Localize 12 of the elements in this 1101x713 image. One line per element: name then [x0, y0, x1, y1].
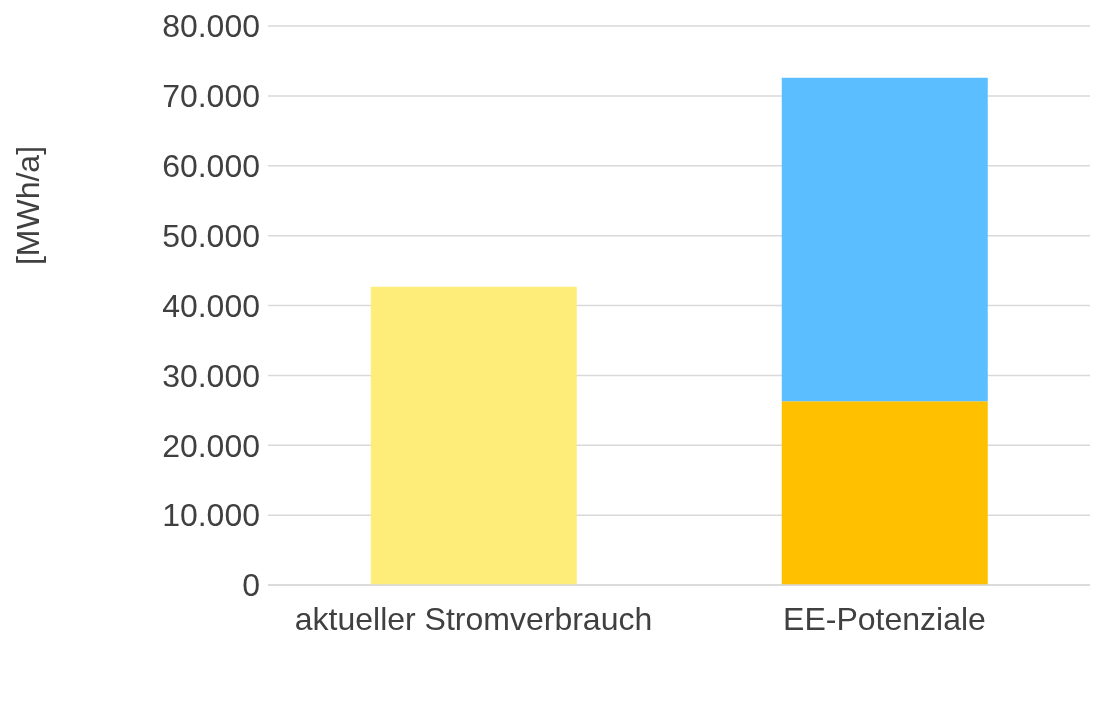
y-tick-label: 80.000 — [162, 8, 260, 45]
y-tick-label: 10.000 — [162, 497, 260, 534]
x-tick-label: EE-Potenziale — [783, 600, 986, 637]
y-tick-label: 20.000 — [162, 427, 260, 464]
y-tick-label: 0 — [242, 567, 260, 604]
y-tick-label: 40.000 — [162, 287, 260, 324]
y-axis-title: [MWh/a] — [10, 145, 47, 266]
x-tick-label: aktueller Stromverbrauch — [294, 600, 653, 637]
y-tick-label: 50.000 — [162, 217, 260, 254]
y-tick-label: 60.000 — [162, 148, 260, 185]
y-tick-label: 30.000 — [162, 357, 260, 394]
y-tick-label: 70.000 — [162, 78, 260, 115]
